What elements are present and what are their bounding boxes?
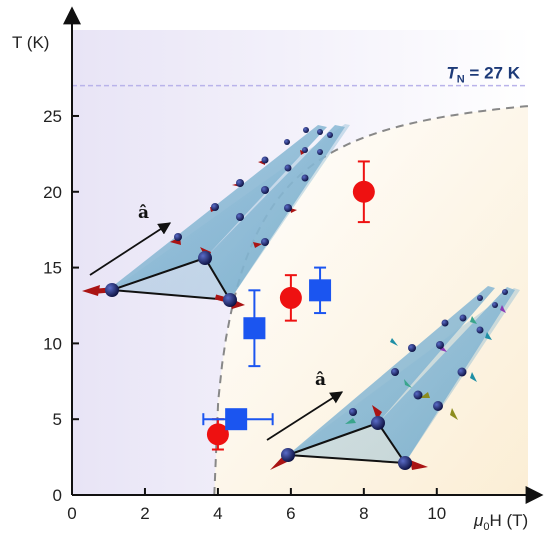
y-axis-label: T (K)	[12, 33, 49, 52]
x-tick-label: 8	[359, 504, 368, 523]
data-point-square	[243, 317, 266, 340]
y-tick-label: 5	[53, 410, 62, 429]
atom	[398, 456, 412, 470]
phase-backgrounds	[72, 30, 532, 495]
atom	[105, 283, 119, 297]
data-point-circle	[352, 180, 375, 203]
atom	[371, 416, 385, 430]
atom	[281, 448, 295, 462]
x-axis-label: μ0H (T)	[473, 511, 528, 533]
spin-arrow	[410, 460, 428, 470]
x-tick-label: 2	[140, 504, 149, 523]
triangle-edge	[377, 422, 406, 464]
a-vector-arrow	[89, 222, 172, 276]
triangle-edge	[204, 257, 231, 301]
x-tick-label: 0	[67, 504, 76, 523]
y-tick-label: 25	[43, 107, 62, 126]
data-point-square	[225, 408, 248, 431]
a-vector-label: â	[138, 203, 149, 223]
upper-left-spin-inset: â	[82, 124, 350, 309]
atom	[223, 293, 237, 307]
lower-right-spin-inset: â	[266, 286, 520, 470]
x-tick-label: 4	[213, 504, 222, 523]
a-vector-label: â	[315, 370, 326, 390]
x-tick-label: 10	[427, 504, 446, 523]
y-tick-label: 20	[43, 183, 62, 202]
triangle-edge	[111, 257, 206, 291]
spin-arrow	[253, 242, 262, 248]
y-ticks: 0 5 10 15 20 25	[43, 107, 79, 505]
triangle-edge	[111, 289, 231, 301]
x-tick-label: 6	[286, 504, 295, 523]
atom	[198, 251, 212, 265]
triangle-edge	[287, 422, 379, 456]
a-vector-arrow	[266, 391, 344, 441]
y-tick-label: 15	[43, 259, 62, 278]
y-tick-label: 10	[43, 334, 62, 353]
spin-arrow	[372, 405, 382, 420]
x-ticks: 0 2 4 6 8 10	[67, 488, 446, 523]
spin-arrow	[300, 150, 306, 155]
data-point-circle	[206, 423, 229, 446]
data-point-circle	[279, 286, 302, 309]
data-point-square	[309, 279, 332, 302]
y-tick-label: 0	[53, 486, 62, 505]
data-points	[202, 160, 375, 451]
triangle-edge	[287, 454, 406, 464]
tn-label: TN = 27 K	[446, 64, 520, 86]
